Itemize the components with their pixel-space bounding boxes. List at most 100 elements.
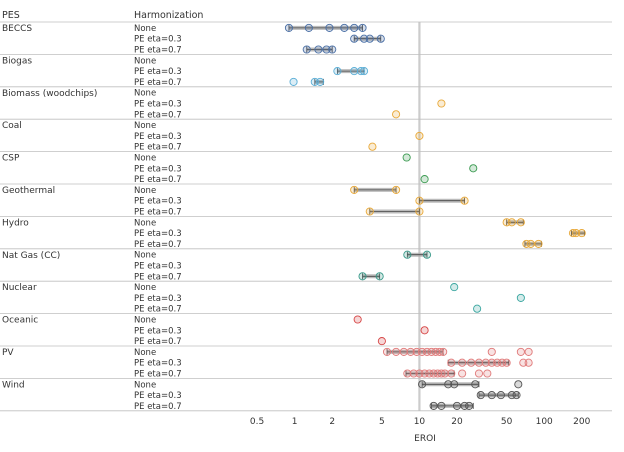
harmonization-label: None [134, 380, 156, 390]
data-point [447, 369, 456, 378]
pes-label: PV [2, 348, 14, 358]
data-point [437, 99, 446, 108]
data-point [447, 358, 456, 367]
harmonization-label: None [134, 186, 156, 196]
harmonization-label: PE eta=0.3 [134, 35, 182, 45]
harmonization-label: PE eta=0.3 [134, 164, 182, 174]
data-point [325, 23, 334, 32]
harmonization-label: PE eta=0.7 [134, 402, 182, 412]
data-point [418, 380, 427, 389]
data-point [422, 250, 432, 259]
data-point [289, 77, 298, 86]
harmonization-label: PE eta=0.7 [134, 208, 182, 218]
harmonization-label: PE eta=0.3 [134, 197, 182, 207]
data-point [577, 229, 586, 238]
data-point [568, 229, 578, 238]
pes-label: Nat Gas (CC) [2, 251, 60, 261]
data-point [498, 358, 507, 367]
data-point [302, 45, 311, 54]
x-tick-label: 0.5 [250, 417, 264, 427]
harmonization-label: PE eta=0.7 [134, 370, 182, 380]
data-point [437, 401, 446, 410]
data-point [316, 77, 325, 86]
data-point [474, 358, 484, 367]
data-point [473, 304, 482, 313]
data-point [458, 369, 467, 378]
data-point [304, 23, 313, 32]
data-point [358, 272, 367, 281]
pes-label: Coal [2, 121, 22, 131]
data-point [376, 34, 385, 43]
harmonization-label: PE eta=0.7 [134, 143, 182, 153]
data-point [350, 67, 359, 76]
data-point [420, 326, 429, 335]
harmonization-label: None [134, 316, 156, 326]
x-tick-label: 200 [573, 417, 590, 427]
x-tick-label: 2 [329, 417, 335, 427]
data-point [415, 131, 424, 140]
data-point [487, 391, 496, 400]
data-point [360, 34, 369, 43]
data-point [481, 358, 490, 367]
data-point [516, 218, 525, 227]
harmonization-label: PE eta=0.7 [134, 110, 182, 120]
data-point [382, 347, 392, 356]
harmonization-label: PE eta=0.7 [134, 305, 182, 315]
pes-label: BECCS [2, 24, 32, 34]
data-point [368, 142, 377, 151]
x-tick-label: 50 [501, 417, 513, 427]
pes-label: Biomass (woodchips) [2, 89, 97, 99]
harmonization-label: PE eta=0.3 [134, 294, 182, 304]
data-point [496, 391, 505, 400]
data-point [322, 45, 331, 54]
harmonization-label: PE eta=0.7 [134, 175, 182, 185]
data-point [403, 250, 412, 259]
harmonization-label: None [134, 24, 156, 34]
data-point [502, 358, 511, 367]
harmonization-label: PE eta=0.3 [134, 132, 182, 142]
data-point [415, 196, 424, 205]
harmonization-label: None [134, 283, 156, 293]
data-point [452, 401, 462, 410]
data-point [403, 369, 412, 378]
header-pes: PES [2, 10, 20, 21]
harmonization-label: None [134, 251, 156, 261]
harmonization-label: None [134, 121, 156, 131]
harmonization-label: None [134, 89, 156, 99]
data-point [375, 272, 384, 281]
data-point [450, 283, 459, 292]
x-tick-label: 1 [292, 417, 298, 427]
data-point [572, 229, 581, 238]
data-point [516, 347, 525, 356]
data-point [392, 110, 401, 119]
data-point [406, 347, 415, 356]
data-point [534, 239, 543, 248]
harmonization-label: PE eta=0.3 [134, 326, 182, 336]
data-point [514, 380, 523, 389]
x-tick-label: 20 [451, 417, 463, 427]
data-point [458, 358, 467, 367]
data-point [512, 391, 521, 400]
data-point [526, 239, 535, 248]
data-point [516, 293, 525, 302]
data-point [460, 401, 469, 410]
data-point [358, 23, 367, 32]
x-tick-label: 5 [379, 417, 385, 427]
data-point [340, 23, 349, 32]
harmonization-label: None [134, 348, 156, 358]
pes-label: Wind [2, 380, 25, 390]
data-point [356, 67, 366, 76]
pes-label: Nuclear [2, 283, 37, 293]
pes-label: Oceanic [2, 316, 38, 326]
harmonization-label: PE eta=0.3 [134, 67, 182, 77]
harmonization-label: PE eta=0.7 [134, 78, 182, 88]
harmonization-label: PE eta=0.3 [134, 391, 182, 401]
harmonization-label: PE eta=0.7 [134, 272, 182, 282]
data-point [377, 337, 386, 346]
data-point [409, 369, 418, 378]
data-point [314, 45, 323, 54]
data-point [415, 207, 424, 216]
data-point [439, 347, 448, 356]
